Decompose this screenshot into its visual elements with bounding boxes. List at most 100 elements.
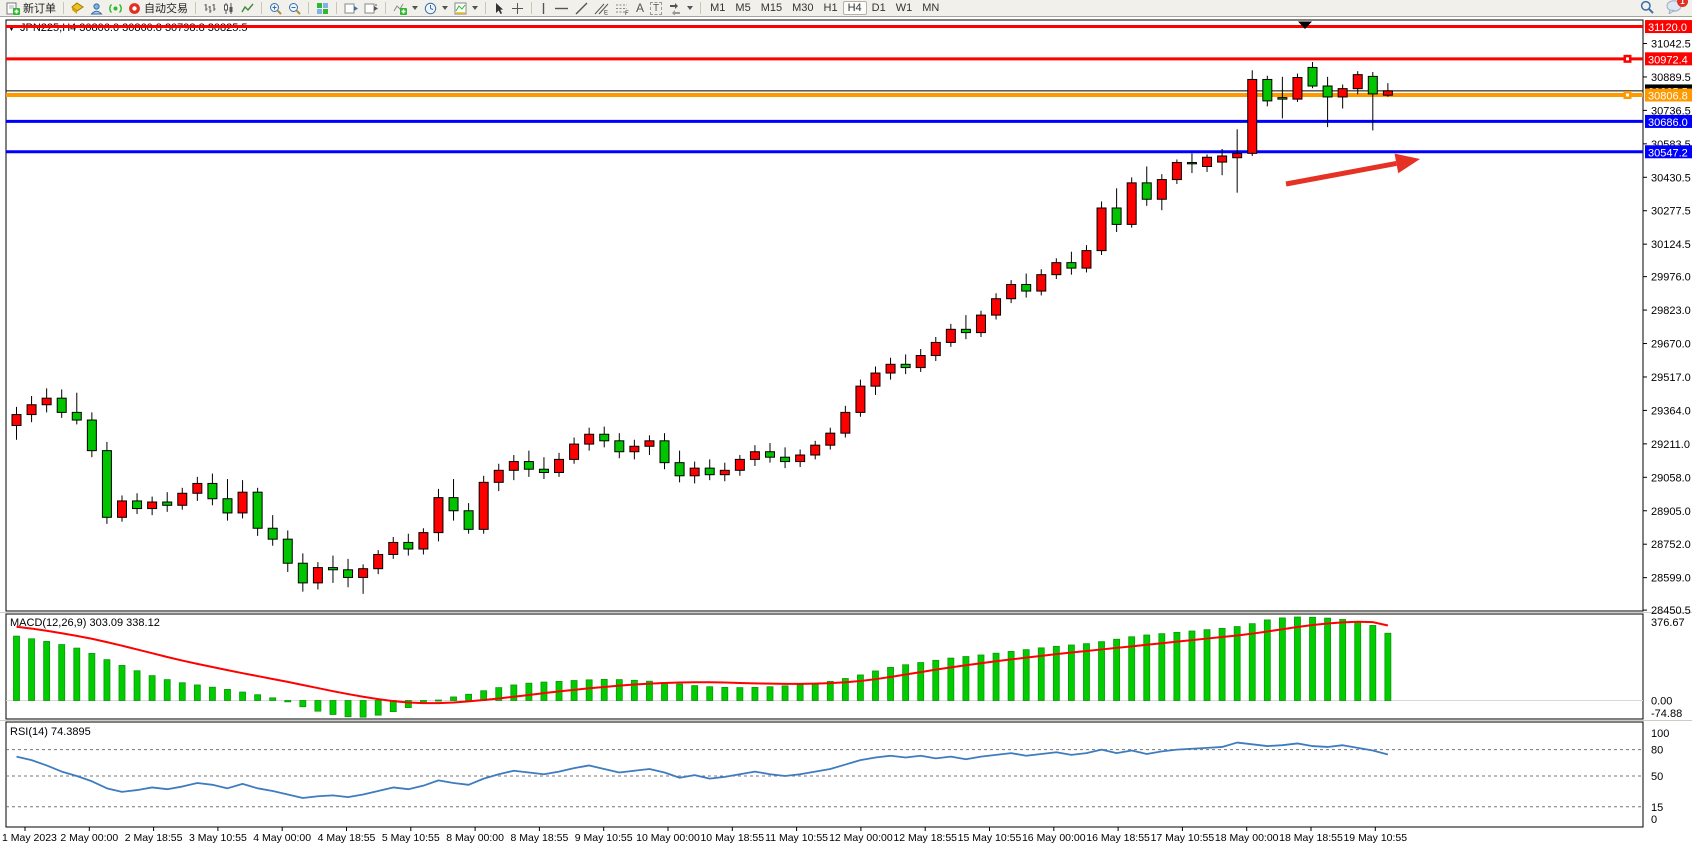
- trendline-tool-button[interactable]: [572, 1, 591, 16]
- signals-button[interactable]: [106, 1, 125, 16]
- toolbar-separator: [336, 2, 337, 14]
- price-badge: [1645, 88, 1692, 102]
- text-tool-button[interactable]: A: [633, 1, 647, 16]
- styles-icon: [71, 1, 84, 15]
- chat-button[interactable]: 1: [1666, 0, 1688, 17]
- timeframe-m15[interactable]: M15: [760, 2, 783, 14]
- timeframe-m5[interactable]: M5: [735, 2, 751, 14]
- macd-histogram-bar: [1052, 645, 1060, 701]
- svg-text:F: F: [625, 11, 629, 15]
- panel-splitter[interactable]: [0, 720, 1692, 721]
- candle-body: [870, 372, 881, 387]
- macd-histogram-bar: [796, 684, 804, 701]
- macd-panel[interactable]: [5, 613, 1644, 720]
- candlestick-chart-button[interactable]: [219, 1, 238, 16]
- price-tick-label: 30889.5: [1651, 72, 1691, 84]
- panel-splitter[interactable]: [0, 612, 1692, 613]
- vertical-line-tool-button[interactable]: [536, 1, 551, 16]
- rsi-axis-label: 50: [1651, 771, 1663, 783]
- price-tick-label: 30736.5: [1651, 105, 1691, 117]
- auto-scroll-icon: [344, 2, 358, 15]
- community-button[interactable]: [87, 1, 106, 16]
- candle-body: [267, 527, 278, 540]
- candle-body: [538, 468, 549, 474]
- timeframe-h1[interactable]: H1: [823, 2, 838, 14]
- fibonacci-icon: F: [615, 2, 630, 15]
- candle-body: [749, 451, 760, 460]
- candle-body: [1382, 90, 1393, 96]
- chart-shift-button[interactable]: [361, 1, 381, 16]
- timeframe-h4[interactable]: H4: [842, 1, 867, 15]
- candle-body: [1247, 78, 1258, 154]
- macd-histogram-bar: [630, 679, 638, 701]
- candle-body: [237, 491, 248, 514]
- templates-button[interactable]: [451, 1, 481, 16]
- time-axis-label: 10 May 00:00: [636, 832, 700, 844]
- timeframe-mn[interactable]: MN: [922, 2, 940, 14]
- macd-histogram-bar: [254, 694, 262, 701]
- timeframe-d1[interactable]: D1: [871, 2, 886, 14]
- macd-histogram-bar: [224, 689, 231, 701]
- price-tick-label: 28599.0: [1651, 573, 1691, 585]
- indicators-button[interactable]: [390, 1, 421, 16]
- search-icon[interactable]: [1640, 0, 1654, 17]
- candle-body: [71, 411, 82, 421]
- zoom-out-button[interactable]: [285, 1, 304, 16]
- tile-windows-button[interactable]: [313, 1, 332, 16]
- zoom-in-button[interactable]: [266, 1, 285, 16]
- crosshair-tool-button[interactable]: [508, 1, 527, 16]
- crosshair-icon: [511, 2, 524, 15]
- price-tick-label: 31042.5: [1651, 38, 1691, 50]
- candle-body: [1217, 155, 1228, 163]
- macd-histogram-bar: [887, 667, 894, 701]
- timeframe-w1[interactable]: W1: [895, 2, 913, 14]
- bar-chart-button[interactable]: [200, 1, 219, 16]
- line-chart-button[interactable]: [238, 1, 257, 16]
- candle-body: [825, 432, 836, 446]
- arrows-tool-button[interactable]: [665, 1, 696, 16]
- macd-histogram-bar: [676, 683, 683, 701]
- macd-histogram-bar: [857, 674, 864, 701]
- new-order-button[interactable]: 新订单: [3, 1, 59, 16]
- annotation-arrow[interactable]: [1285, 160, 1397, 187]
- horizontal-line-tool-button[interactable]: [551, 1, 572, 16]
- chart-shift-marker-icon[interactable]: [1298, 21, 1312, 30]
- text-label-tool-button[interactable]: T: [647, 1, 665, 16]
- candle-body: [614, 440, 625, 453]
- equidistant-channel-icon: E: [594, 2, 609, 15]
- rsi-panel[interactable]: [5, 721, 1644, 828]
- time-axis-label: 8 May 00:00: [446, 832, 504, 844]
- candle-body: [1277, 97, 1288, 100]
- candle-body: [252, 491, 263, 529]
- macd-histogram-bar: [1248, 623, 1256, 701]
- candle-body: [26, 404, 37, 416]
- text-a-icon: A: [636, 1, 645, 15]
- main-chart-panel[interactable]: [5, 19, 1644, 612]
- periods-button[interactable]: [421, 1, 451, 16]
- macd-histogram-bar: [962, 656, 970, 701]
- macd-histogram-bar: [1294, 616, 1301, 701]
- macd-histogram-bar: [88, 653, 96, 701]
- macd-histogram-bar: [1218, 627, 1226, 701]
- price-badge: [1645, 114, 1692, 128]
- candle-body: [388, 541, 399, 555]
- timeframe-m1[interactable]: M1: [710, 2, 726, 14]
- candle-body: [433, 497, 444, 534]
- styles-button[interactable]: [68, 1, 87, 16]
- fibonacci-tool-button[interactable]: F: [612, 1, 633, 16]
- svg-text:E: E: [604, 10, 608, 15]
- candle-body: [1292, 76, 1303, 100]
- auto-trading-button[interactable]: 自动交易: [125, 1, 191, 16]
- timeframe-m30[interactable]: M30: [792, 2, 814, 14]
- macd-histogram-bar: [359, 700, 367, 718]
- auto-scroll-button[interactable]: [341, 1, 361, 16]
- channel-tool-button[interactable]: E: [591, 1, 612, 16]
- tile-windows-icon: [316, 2, 329, 15]
- macd-histogram-bar: [193, 684, 201, 701]
- toolbar-separator: [308, 2, 309, 14]
- time-axis-label: 4 May 18:55: [318, 832, 376, 844]
- toolbar-separator: [385, 2, 386, 14]
- cursor-tool-button[interactable]: [490, 1, 508, 16]
